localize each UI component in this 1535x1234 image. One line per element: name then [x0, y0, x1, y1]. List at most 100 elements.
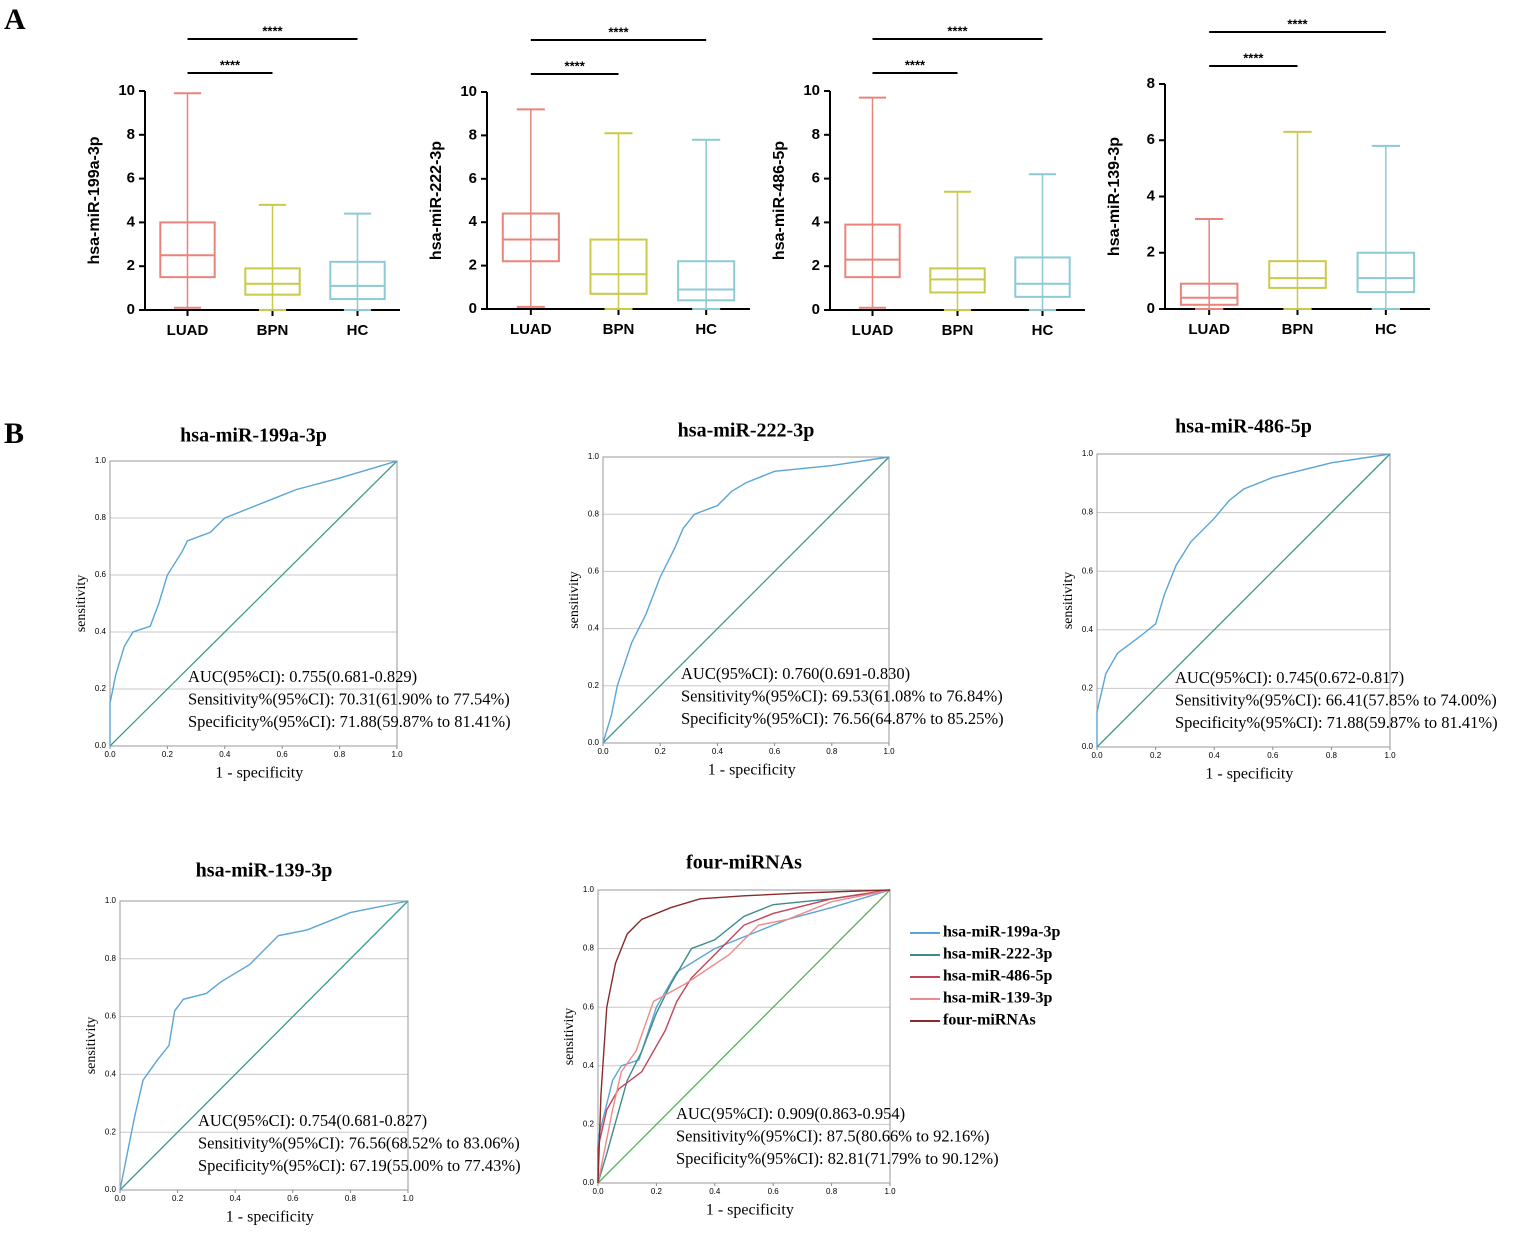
significance-label: ****: [262, 23, 283, 38]
y-tick-label: 0: [469, 300, 477, 317]
y-tick-label: 10: [803, 82, 820, 99]
y-tick-label: 0: [812, 301, 820, 318]
x-tick-label: 1.0: [883, 747, 895, 756]
annotation: Sensitivity%(95%CI): 87.5(80.66% to 92.1…: [676, 1126, 989, 1145]
y-tick-label: 6: [469, 170, 477, 187]
x-tick-label: 0.2: [1150, 751, 1162, 760]
y-axis-label: sensitivity: [1061, 572, 1076, 630]
box: [501, 212, 560, 263]
box: [1268, 260, 1327, 289]
x-tick-label: 0.8: [826, 1187, 838, 1196]
x-tick-label: BPN: [942, 322, 974, 339]
annotation: Sensitivity%(95%CI): 70.31(61.90% to 77.…: [188, 689, 510, 708]
annotation: Specificity%(95%CI): 71.88(59.87% to 81.…: [1175, 713, 1498, 732]
y-tick-label: 0.6: [588, 567, 600, 576]
legend-label: four-miRNAs: [943, 1012, 1036, 1029]
x-tick-label: BPN: [257, 322, 289, 339]
x-axis-label: 1 - specificity: [708, 762, 796, 779]
box: [1356, 251, 1416, 294]
box: [159, 221, 216, 279]
x-tick-label: 1.0: [884, 1187, 896, 1196]
x-tick-label: BPN: [603, 321, 635, 338]
y-tick-label: 0.2: [583, 1120, 595, 1129]
plot-frame: [602, 456, 890, 744]
roc-curve: [597, 889, 891, 1184]
y-tick-label: 8: [127, 126, 135, 143]
y-tick-label: 1.0: [583, 885, 595, 894]
annotation: AUC(95%CI): 0.755(0.681-0.829): [188, 667, 417, 686]
y-tick-label: 0.6: [583, 1002, 595, 1011]
box: [677, 260, 736, 302]
roc-curve: [119, 900, 409, 1191]
x-tick-label: HC: [1375, 321, 1397, 338]
y-tick-label: 0: [1147, 300, 1155, 317]
y-tick-label: 0.8: [105, 954, 117, 963]
y-tick-label: 4: [1147, 187, 1156, 204]
y-tick-label: 0.2: [588, 681, 600, 690]
plot-frame: [1096, 453, 1391, 748]
y-axis-label: hsa-miR-199a-3p: [86, 136, 103, 264]
annotation: AUC(95%CI): 0.754(0.681-0.827): [198, 1111, 427, 1130]
y-tick-label: 0.6: [1082, 566, 1094, 575]
annotation: Specificity%(95%CI): 71.88(59.87% to 81.…: [188, 712, 511, 731]
y-tick-label: 0.2: [95, 684, 107, 693]
roc-curve: [109, 460, 398, 746]
y-tick-label: 2: [812, 257, 820, 274]
y-tick-label: 0.4: [95, 627, 107, 636]
legend-label: hsa-miR-222-3p: [943, 946, 1052, 963]
y-tick-label: 8: [1147, 75, 1155, 92]
chart-title: hsa-miR-222-3p: [678, 420, 815, 442]
y-tick-label: 0.4: [105, 1070, 117, 1079]
x-tick-label: 0.8: [1326, 751, 1338, 760]
x-tick-label: LUAD: [167, 322, 209, 339]
annotation: Sensitivity%(95%CI): 76.56(68.52% to 83.…: [198, 1133, 520, 1152]
chart-title: hsa-miR-486-5p: [1175, 416, 1312, 438]
roc-curve: [1096, 453, 1391, 747]
y-tick-label: 8: [812, 126, 820, 143]
significance-label: ****: [1243, 50, 1264, 65]
y-tick-label: 0.0: [1082, 742, 1094, 751]
x-tick-label: 0.6: [1267, 751, 1279, 760]
significance-label: ****: [905, 57, 926, 72]
x-tick-label: 0.4: [712, 747, 724, 756]
box: [844, 223, 901, 279]
x-tick-label: 0.6: [769, 747, 781, 756]
x-tick-label: BPN: [1282, 321, 1314, 338]
roc-curve: [597, 889, 891, 1183]
legend-label: hsa-miR-139-3p: [943, 990, 1052, 1007]
x-tick-label: 1.0: [402, 1194, 414, 1203]
annotation: AUC(95%CI): 0.909(0.863-0.954): [676, 1104, 905, 1123]
reference-diagonal: [119, 900, 409, 1191]
y-tick-label: 1.0: [105, 896, 117, 905]
x-tick-label: HC: [347, 322, 369, 339]
y-tick-label: 0.2: [1082, 684, 1094, 693]
y-tick-label: 0.8: [583, 944, 595, 953]
box: [929, 267, 986, 294]
reference-diagonal: [1096, 453, 1391, 748]
annotation: Specificity%(95%CI): 67.19(55.00% to 77.…: [198, 1156, 521, 1175]
x-tick-label: LUAD: [852, 322, 894, 339]
x-tick-label: 0.0: [597, 747, 609, 756]
roc-curve: [597, 889, 891, 1184]
x-tick-label: 0.0: [1091, 751, 1103, 760]
x-axis-label: 1 - specificity: [226, 1209, 314, 1226]
y-tick-label: 10: [118, 82, 135, 99]
roc-curve: [602, 456, 890, 744]
significance-label: ****: [608, 24, 629, 39]
significance-label: ****: [947, 23, 968, 38]
y-axis-label: hsa-miR-139-3p: [1106, 137, 1123, 256]
x-tick-label: 0.4: [230, 1194, 242, 1203]
x-tick-label: 0.6: [287, 1194, 299, 1203]
y-tick-label: 0.4: [583, 1061, 595, 1070]
y-tick-label: 10: [460, 83, 477, 100]
significance-label: ****: [565, 58, 586, 73]
y-axis-label: sensitivity: [562, 1008, 577, 1066]
annotation: Specificity%(95%CI): 76.56(64.87% to 85.…: [681, 709, 1004, 728]
y-tick-label: 6: [812, 170, 820, 187]
x-tick-label: 0.8: [826, 747, 838, 756]
x-tick-label: 0.2: [172, 1194, 184, 1203]
y-tick-label: 8: [469, 126, 477, 143]
annotation: AUC(95%CI): 0.760(0.691-0.830): [681, 664, 910, 683]
x-tick-label: 0.0: [592, 1187, 604, 1196]
